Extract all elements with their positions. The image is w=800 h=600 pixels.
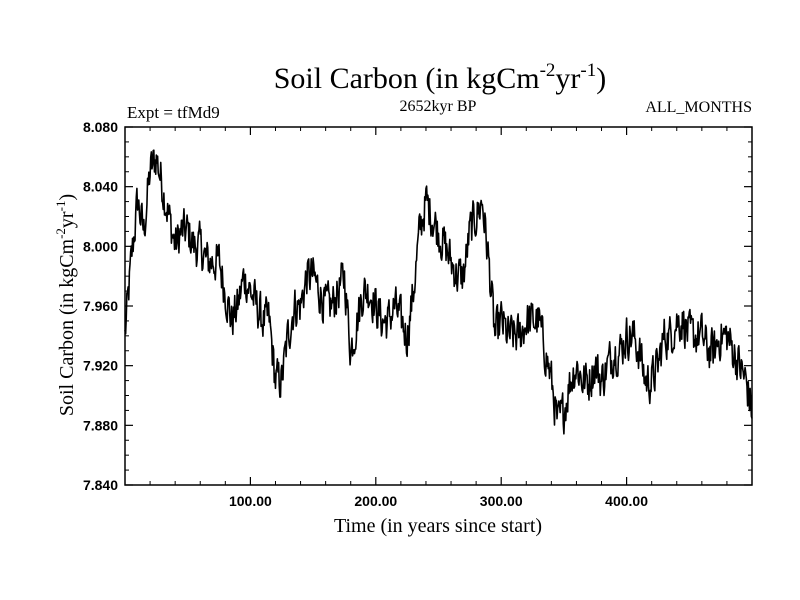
- y-tick-label: 7.920: [83, 358, 118, 374]
- y-tick-label: 8.000: [83, 238, 118, 254]
- x-tick-label: 100.00: [229, 493, 272, 509]
- y-tick-label: 7.840: [83, 477, 118, 493]
- x-tick-label: 400.00: [605, 493, 648, 509]
- chart-title: Soil Carbon (in kgCm-2yr-1): [274, 60, 607, 95]
- y-tick-label: 8.040: [83, 179, 118, 195]
- series-line-soil-carbon: [124, 149, 753, 435]
- months-label: ALL_MONTHS: [645, 99, 752, 116]
- x-tick-label: 300.00: [480, 493, 523, 509]
- plot-frame: [124, 126, 753, 486]
- axis-tick-labels: 7.840 7.880 7.920 7.960 8.000 8.040 8.080 100.0…: [83, 119, 648, 509]
- y-axis-label: Soil Carbon (in kgCm-2yr-1): [53, 194, 78, 416]
- x-axis-label: Time (in years since start): [334, 515, 542, 537]
- y-tick-label: 7.960: [83, 298, 118, 314]
- axis-ticks: [125, 126, 752, 486]
- x-tick-label: 200.00: [354, 493, 397, 509]
- series-layer: [124, 149, 753, 435]
- experiment-label: Expt = tfMd9: [127, 103, 220, 122]
- y-tick-label: 8.080: [83, 119, 118, 135]
- y-tick-label: 7.880: [83, 417, 118, 433]
- chart-subtitle: 2652kyr BP: [400, 98, 477, 115]
